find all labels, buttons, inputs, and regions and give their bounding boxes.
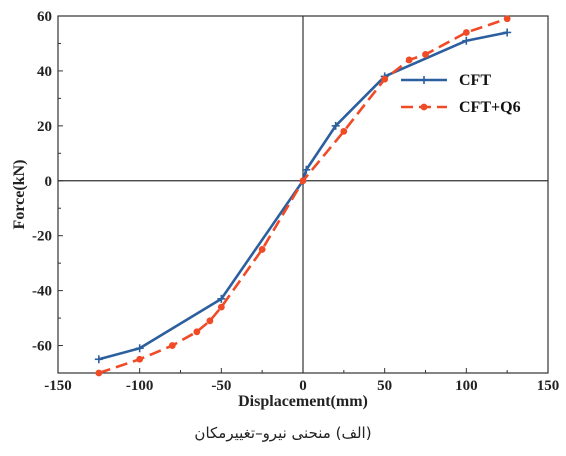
y-axis-title: Force(kN) [11,160,28,230]
data-point [136,355,144,363]
data-point [206,317,214,325]
data-point [217,294,226,303]
legend-label: CFT+Q6 [459,99,521,116]
axes: -150 -100 -50 0 50 100 150 -60 -40 -20 0 20 40 60 [32,9,559,394]
series-layer [94,15,512,377]
data-point [193,328,201,336]
legend-label: CFT [459,72,491,89]
x-tick-label: 100 [455,378,478,394]
data-point [462,29,470,36]
data-point [340,127,348,135]
x-tick-label: -50 [211,378,231,394]
data-point [462,36,471,45]
data-point [94,355,103,364]
y-tick-label: 40 [37,64,52,80]
data-point [135,344,144,353]
series-cft-q6 [95,15,511,377]
y-tick-label: 20 [37,119,52,135]
x-tick-label: 50 [377,378,392,394]
legend: CFT CFT+Q6 [401,72,521,116]
x-axis-title: Displacement(mm) [238,393,368,410]
series-line [98,17,508,375]
data-point [331,121,340,130]
data-point [258,246,266,253]
legend-marker [420,103,428,111]
data-point [405,56,413,64]
y-tick-label: 0 [45,174,53,190]
figure-caption: (الف) منحنی نیرو–تغییرمکان [194,424,372,442]
data-point [168,342,176,349]
y-tick-label: -60 [32,339,52,355]
data-point [381,75,389,83]
data-point [95,369,103,377]
y-tick-label: -20 [32,229,52,245]
data-point [299,177,307,185]
y-tick-label: 60 [37,9,52,25]
x-tick-label: -150 [44,378,72,394]
data-point [422,51,429,58]
x-tick-label: 0 [299,378,307,394]
x-tick-label: -100 [126,378,154,394]
data-point [503,28,512,37]
data-point [503,15,511,23]
x-tick-label: 150 [537,378,560,394]
data-point [217,303,225,311]
y-tick-label: -40 [32,284,52,300]
data-point [302,165,311,174]
